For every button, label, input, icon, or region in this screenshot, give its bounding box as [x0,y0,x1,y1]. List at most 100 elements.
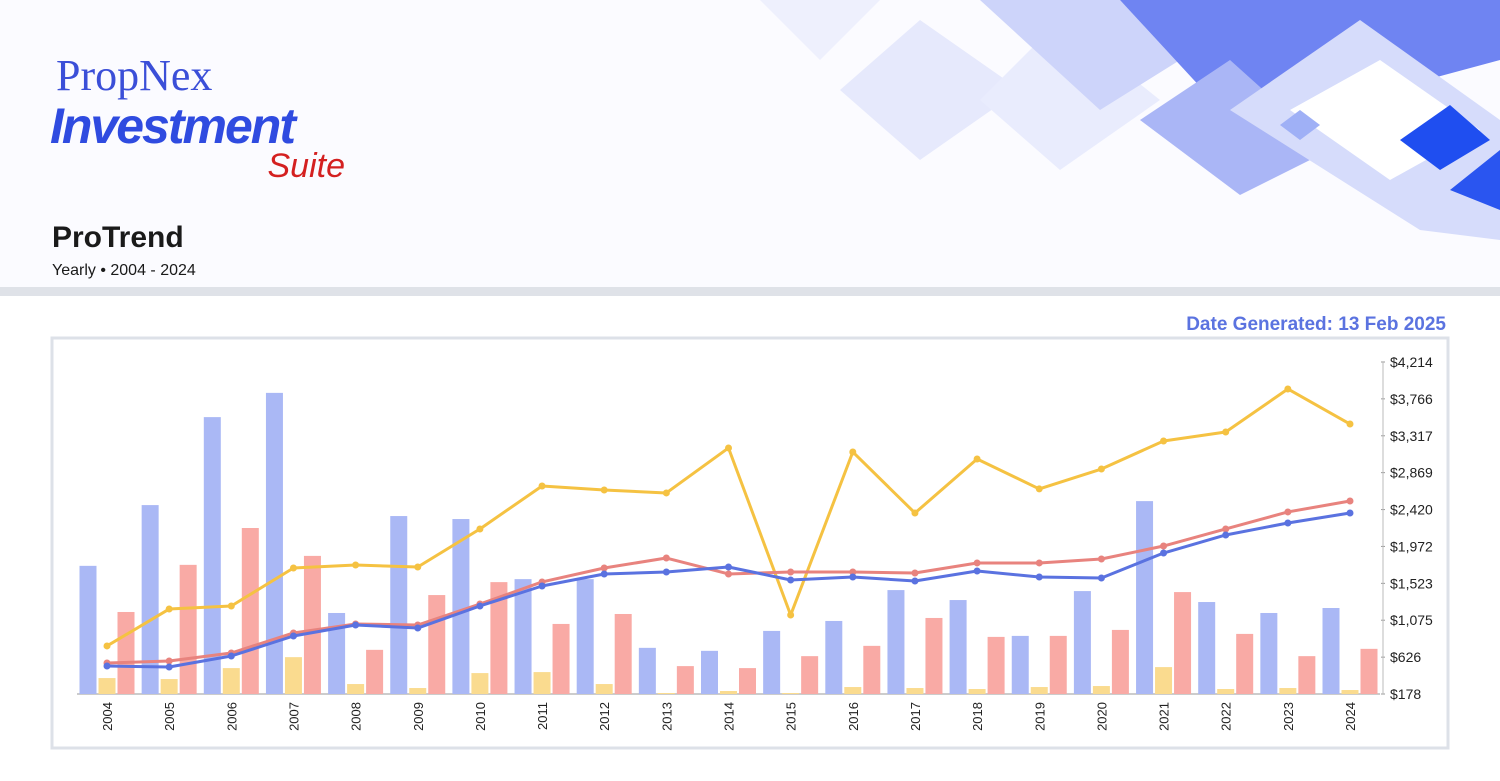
bar [949,600,967,694]
y-tick-label: $2,420 [1390,502,1433,518]
bar [595,684,613,694]
header-decoration [0,0,1500,290]
bar [906,688,924,694]
bar [739,668,756,694]
bar [638,647,656,694]
bar [844,687,862,694]
x-tick-label: 2023 [1281,702,1296,731]
bar [1092,686,1110,694]
line-point [1097,574,1105,582]
line-point [538,482,546,490]
bar [657,693,675,694]
bar [552,623,570,694]
x-tick-label: 2012 [597,702,612,731]
separator [0,287,1500,296]
diamond [980,20,1160,170]
diamond [760,0,880,60]
x-tick-label: 2015 [784,702,799,731]
line-point [662,568,670,576]
line-point [1035,573,1043,581]
bar [1030,687,1048,694]
line-point [600,486,608,494]
diamond [1450,150,1500,210]
line-point [849,568,857,576]
line-point [911,509,919,517]
diamond [840,20,1020,160]
line-point [1284,508,1292,516]
logo-brand: PropNex [56,51,212,100]
bar [390,516,408,694]
bar [117,611,135,694]
x-tick-label: 2020 [1094,702,1109,731]
bar [1049,635,1067,694]
bar [241,528,259,694]
line-point [973,455,981,463]
x-tick-label: 2010 [473,702,488,731]
page-subtitle: Yearly • 2004 - 2024 [52,262,196,279]
line-point [414,624,422,632]
bar [782,693,800,694]
bar [1217,689,1235,694]
x-tick-label: 2008 [349,702,364,731]
line-point [165,605,173,613]
bar [366,649,384,694]
line-point [227,602,235,610]
bar [887,590,905,694]
y-tick-label: $626 [1390,649,1421,665]
line-point [600,570,608,578]
bar [825,620,843,694]
line-point [1035,485,1043,493]
bar [1073,591,1091,694]
bar [863,645,881,694]
line-point [849,448,857,456]
bar [1322,608,1340,694]
bar [1279,688,1297,694]
page-title: ProTrend [52,221,184,254]
diamond [1140,60,1330,195]
line-point [662,489,670,497]
bar [1155,667,1173,694]
x-tick-label: 2006 [224,702,239,731]
x-tick-label: 2024 [1343,702,1358,731]
bar [676,666,694,694]
y-tick-label: $1,523 [1390,575,1433,591]
bar [490,582,508,694]
line-point [1035,559,1043,567]
line-point [414,563,422,571]
bar [328,612,346,694]
line-point [787,568,795,576]
bar [1111,629,1129,694]
x-tick-label: 2017 [908,702,923,731]
bar [763,630,781,694]
line-point [352,621,360,629]
x-tick-label: 2005 [162,702,177,731]
x-tick-label: 2022 [1219,702,1234,731]
line-point [1097,465,1105,473]
line-point [600,564,608,572]
line-point [1346,509,1354,517]
x-tick-label: 2004 [100,702,115,731]
bar [222,668,240,694]
line-point [662,554,670,562]
date-generated: Date Generated: 13 Feb 2025 [1186,314,1446,335]
line-point [1160,542,1168,550]
x-tick-label: 2016 [846,702,861,731]
line-point [103,662,111,670]
y-tick-label: $178 [1390,686,1421,702]
bar [428,595,446,694]
bar [203,417,221,694]
bar [533,672,551,694]
line-point [165,657,173,665]
x-tick-label: 2011 [535,702,550,730]
bar [347,684,365,694]
diamond [980,0,1180,110]
y-tick-label: $3,317 [1390,428,1433,444]
y-tick-label: $1,972 [1390,538,1433,554]
line-point [849,573,857,581]
line-point [973,559,981,567]
line-point [787,576,795,584]
x-tick-label: 2007 [286,702,301,731]
line-point [1284,385,1292,393]
bar [452,519,470,694]
